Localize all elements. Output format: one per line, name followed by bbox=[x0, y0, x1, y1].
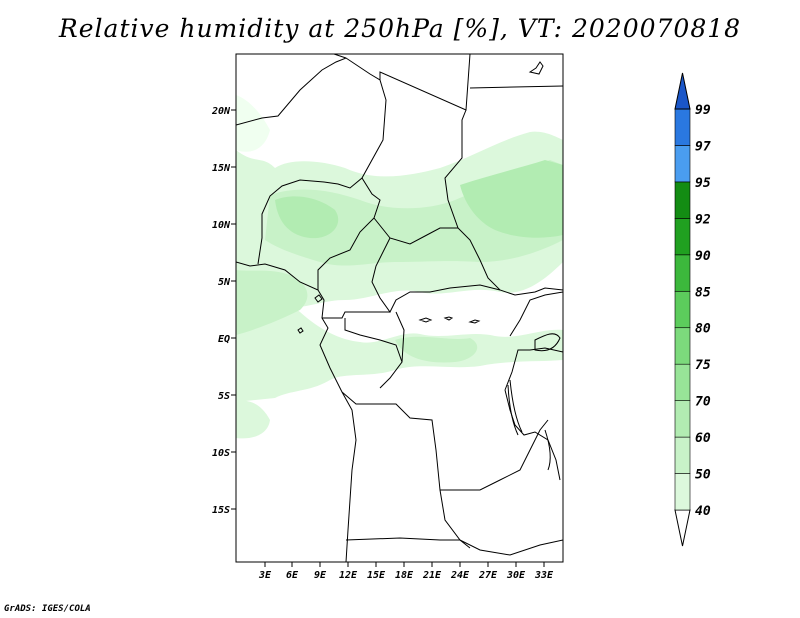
longitude-labels: 3E 6E 9E 12E 15E 18E 21E 24E 27E 30E 33E bbox=[258, 570, 554, 581]
colorbar-swatch bbox=[674, 108, 691, 146]
colorbar-swatch bbox=[674, 254, 691, 292]
colorbar-swatch bbox=[674, 327, 691, 365]
lon-label: 15E bbox=[367, 570, 386, 581]
colorbar-swatch bbox=[674, 290, 691, 329]
moist-patch-congo bbox=[395, 336, 478, 363]
colorbar-swatch bbox=[674, 400, 691, 438]
moist-patch-southwest bbox=[236, 400, 270, 439]
lon-label: 18E bbox=[395, 570, 414, 581]
colorbar-label: 75 bbox=[695, 358, 711, 373]
latitude-axis bbox=[231, 109, 236, 510]
moist-band-equator-inner bbox=[236, 270, 308, 335]
colorbar-label: 97 bbox=[695, 139, 711, 154]
map-frame bbox=[235, 53, 564, 563]
lon-label: 33E bbox=[534, 570, 554, 581]
colorbar-lower-extension bbox=[674, 509, 691, 547]
lat-label: 15N bbox=[212, 163, 231, 174]
colorbar-label: 50 bbox=[695, 468, 711, 483]
country-boundaries bbox=[236, 54, 563, 562]
lat-label: 5S bbox=[218, 391, 230, 402]
lat-label: 20N bbox=[211, 106, 231, 117]
colorbar: 40 50 60 70 75 80 85 90 92 95 97 99 bbox=[674, 72, 711, 547]
colorbar-swatch bbox=[674, 218, 691, 256]
lon-label: 24E bbox=[450, 570, 470, 581]
lat-label: 10N bbox=[212, 220, 231, 231]
lat-label: 10S bbox=[212, 448, 230, 459]
colorbar-label: 92 bbox=[695, 212, 711, 227]
map-title: Relative humidity at 250hPa [%], VT: 202… bbox=[58, 14, 742, 43]
colorbar-swatch bbox=[674, 145, 691, 183]
colorbar-label: 99 bbox=[695, 103, 711, 118]
colorbar-label: 95 bbox=[695, 176, 711, 191]
colorbar-label: 90 bbox=[695, 249, 711, 264]
lon-label: 6E bbox=[286, 570, 299, 581]
colorbar-upper-extension bbox=[674, 72, 691, 110]
longitude-axis bbox=[264, 562, 545, 567]
humidity-shading bbox=[236, 95, 563, 439]
lon-label: 9E bbox=[314, 570, 327, 581]
moist-core-west bbox=[275, 196, 339, 239]
moist-core-central bbox=[460, 160, 563, 238]
lat-label: 15S bbox=[212, 505, 230, 516]
lon-label: 30E bbox=[506, 570, 526, 581]
lon-label: 21E bbox=[422, 570, 442, 581]
lon-label: 3E bbox=[258, 570, 272, 581]
lat-label: EQ bbox=[218, 334, 230, 345]
grads-credit: GrADS: IGES/COLA bbox=[4, 604, 91, 614]
colorbar-swatch bbox=[674, 473, 691, 511]
moist-band-equator bbox=[236, 300, 563, 402]
colorbar-swatch bbox=[674, 181, 691, 219]
latitude-labels: 20N 15N 10N 5N EQ 5S 10S 15S bbox=[211, 106, 231, 516]
lon-label: 27E bbox=[478, 570, 498, 581]
colorbar-label: 70 bbox=[695, 395, 711, 410]
lon-label: 12E bbox=[339, 570, 358, 581]
colorbar-label: 85 bbox=[695, 285, 711, 300]
colorbar-swatch bbox=[674, 436, 691, 474]
colorbar-label: 40 bbox=[695, 504, 711, 519]
lat-label: 5N bbox=[218, 277, 231, 288]
colorbar-swatch bbox=[674, 363, 691, 401]
colorbar-label: 60 bbox=[695, 431, 711, 446]
moist-patch-sahel bbox=[236, 95, 270, 152]
colorbar-label: 80 bbox=[695, 322, 711, 337]
